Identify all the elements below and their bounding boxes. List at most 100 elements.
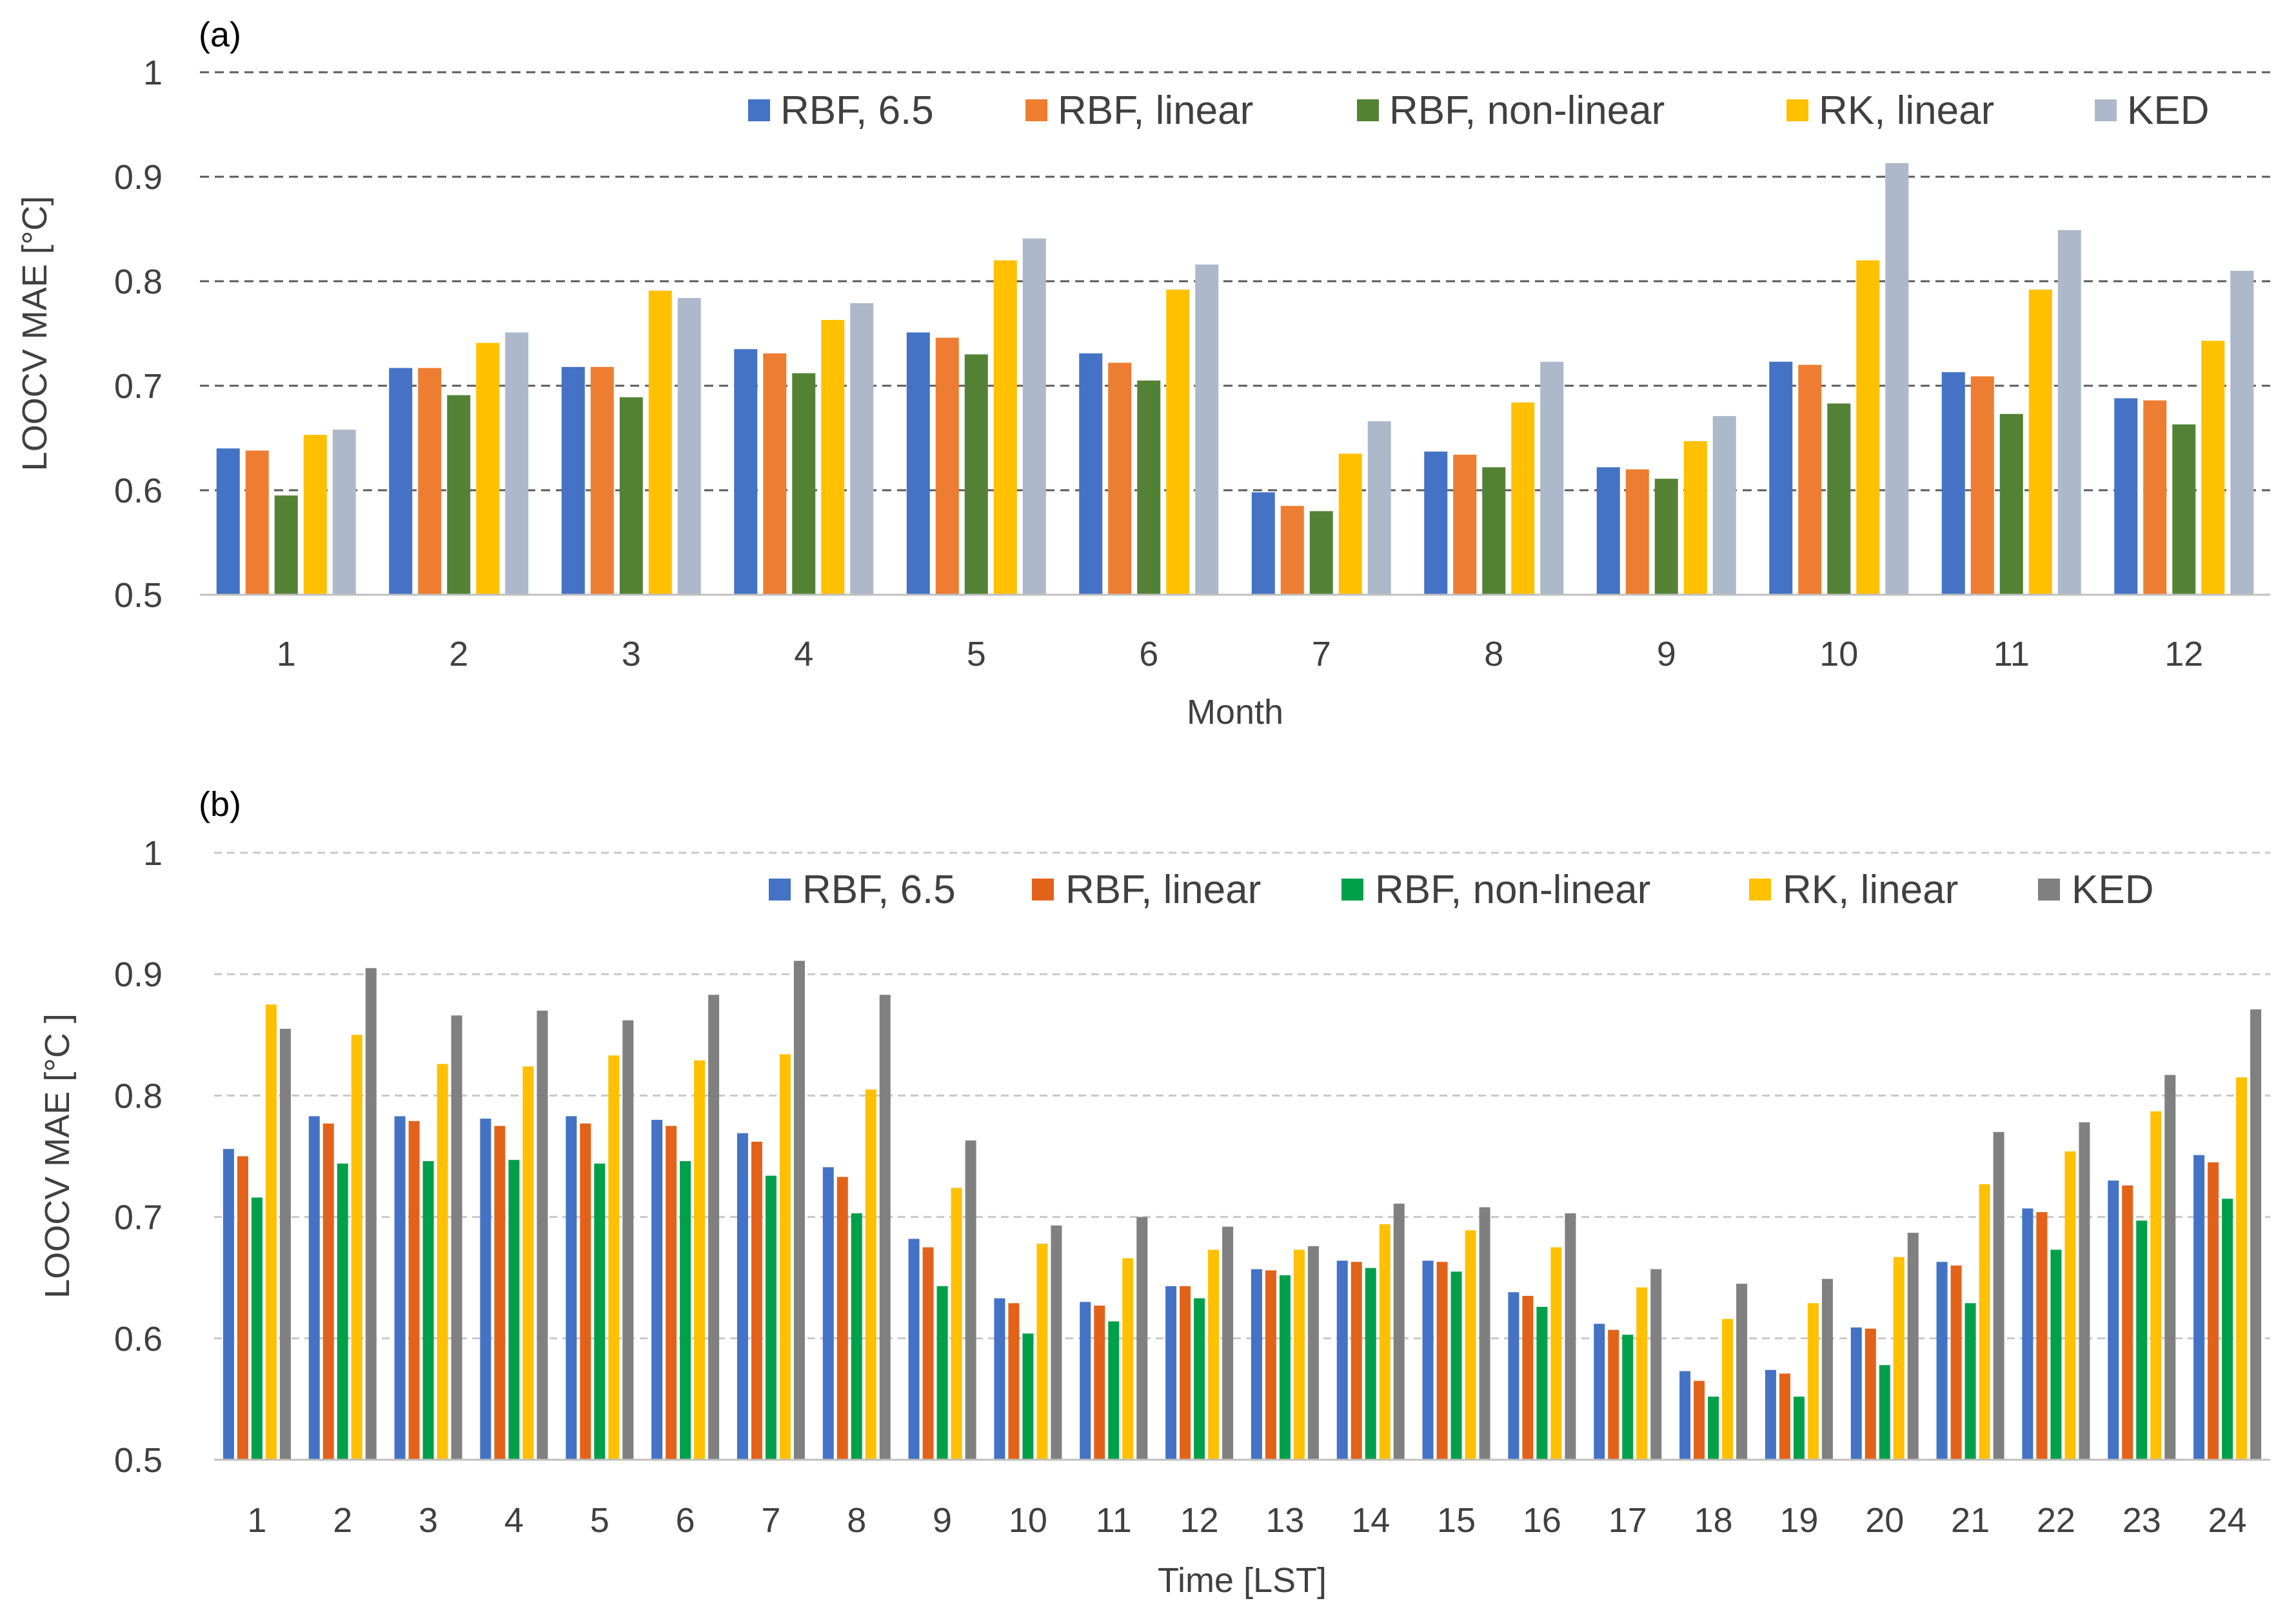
bar-series-4-cat-18 [1722, 1318, 1734, 1460]
bar-series-5-cat-10 [1885, 163, 1909, 595]
y-tick-label: 1 [143, 834, 163, 873]
x-tick-label: 10 [1009, 1501, 1047, 1540]
bar-series-1-cat-1 [223, 1149, 234, 1460]
bar-series-3-cat-1 [251, 1197, 262, 1460]
x-tick-label: 14 [1351, 1501, 1390, 1540]
bar-series-4-cat-1 [265, 1004, 277, 1460]
bar-series-1-cat-1 [216, 448, 240, 595]
bar-series-2-cat-9 [922, 1247, 934, 1460]
bar-series-1-cat-6 [1079, 353, 1103, 595]
bar-series-5-cat-10 [1051, 1225, 1062, 1460]
bar-series-3-cat-24 [2222, 1199, 2233, 1460]
bar-series-5-cat-18 [1736, 1284, 1748, 1460]
bar-series-2-cat-5 [580, 1123, 591, 1460]
bar-series-4-cat-23 [2150, 1111, 2162, 1460]
bar-series-2-cat-17 [1608, 1329, 1619, 1460]
legend-swatch-1 [769, 879, 791, 901]
bar-series-5-cat-13 [1307, 1246, 1319, 1460]
x-tick-label: 2 [449, 635, 468, 673]
bar-series-3-cat-9 [936, 1286, 948, 1460]
x-tick-label: 3 [622, 635, 641, 673]
bar-series-3-cat-23 [2136, 1220, 2148, 1460]
panel-label: (a) [199, 15, 241, 54]
bar-series-3-cat-14 [1365, 1268, 1376, 1460]
bar-series-2-cat-18 [1694, 1380, 1705, 1460]
bar-series-4-cat-9 [1683, 441, 1707, 595]
bar-series-1-cat-3 [394, 1116, 406, 1460]
bar-series-4-cat-5 [993, 260, 1017, 595]
bar-series-5-cat-19 [1821, 1279, 1833, 1460]
x-tick-label: 21 [1951, 1501, 1990, 1540]
bar-series-2-cat-5 [935, 337, 959, 595]
bar-series-5-cat-16 [1565, 1213, 1576, 1460]
bar-series-1-cat-18 [1679, 1371, 1691, 1460]
bar-series-2-cat-14 [1351, 1262, 1362, 1460]
bar-series-5-cat-4 [850, 303, 874, 595]
bar-series-2-cat-1 [245, 450, 269, 595]
bar-series-5-cat-22 [2079, 1122, 2090, 1460]
bar-series-2-cat-6 [666, 1126, 677, 1460]
bar-series-5-cat-1 [279, 1028, 291, 1460]
bar-series-5-cat-8 [1540, 361, 1564, 595]
bar-series-1-cat-10 [1769, 361, 1793, 595]
bar-series-5-cat-9 [965, 1140, 976, 1460]
bar-series-1-cat-10 [994, 1298, 1005, 1460]
x-tick-label: 1 [277, 635, 296, 673]
bar-series-5-cat-6 [708, 995, 720, 1460]
x-tick-label: 5 [967, 635, 986, 673]
y-tick-label: 0.8 [114, 1077, 163, 1115]
bar-series-4-cat-14 [1379, 1224, 1390, 1460]
bar-series-3-cat-11 [1108, 1321, 1120, 1460]
legend-swatch-4 [1786, 99, 1808, 121]
bar-series-3-cat-22 [2050, 1249, 2062, 1460]
x-tick-label: 11 [1994, 635, 2030, 673]
y-axis-title: LOOCV MAE [°C] [15, 196, 54, 472]
y-tick-label: 0.5 [114, 576, 163, 615]
bar-series-5-cat-12 [1222, 1226, 1234, 1460]
bar-series-4-cat-17 [1636, 1287, 1648, 1460]
bar-series-4-cat-6 [694, 1060, 706, 1460]
bar-series-3-cat-3 [422, 1161, 434, 1460]
bar-series-5-cat-2 [365, 968, 377, 1460]
x-tick-label: 5 [590, 1501, 609, 1540]
bar-series-5-cat-3 [451, 1015, 462, 1460]
bar-series-1-cat-3 [561, 366, 585, 595]
bar-series-5-cat-24 [2250, 1009, 2262, 1460]
bar-series-5-cat-21 [1993, 1131, 2004, 1460]
bar-series-2-cat-2 [418, 368, 442, 595]
bar-series-1-cat-17 [1594, 1324, 1605, 1460]
bar-series-4-cat-1 [303, 435, 327, 595]
bar-series-2-cat-15 [1436, 1262, 1448, 1460]
bar-series-5-cat-12 [2230, 270, 2254, 595]
bar-series-5-cat-20 [1907, 1233, 1919, 1460]
bar-series-2-cat-11 [1970, 376, 1994, 595]
bar-series-1-cat-11 [1941, 372, 1965, 595]
x-tick-label: 8 [847, 1501, 866, 1540]
bar-series-5-cat-14 [1393, 1203, 1405, 1460]
bar-series-4-cat-12 [2201, 341, 2225, 595]
legend-swatch-2 [1025, 99, 1047, 121]
y-tick-label: 0.8 [114, 263, 163, 301]
bar-series-3-cat-2 [337, 1163, 348, 1460]
y-tick-label: 1 [143, 54, 163, 92]
bar-series-2-cat-4 [763, 353, 787, 595]
bar-series-4-cat-4 [821, 319, 845, 595]
bar-series-1-cat-9 [908, 1239, 920, 1460]
legend-label-5: KED [2072, 868, 2153, 912]
x-tick-label: 9 [1657, 635, 1676, 673]
x-tick-label: 6 [676, 1501, 695, 1540]
x-tick-label: 16 [1523, 1501, 1561, 1540]
bar-series-5-cat-6 [1195, 264, 1219, 595]
y-tick-label: 0.7 [114, 367, 163, 406]
bar-series-2-cat-8 [836, 1177, 848, 1460]
bar-series-3-cat-7 [765, 1175, 777, 1460]
x-axis-title: Month [1187, 693, 1283, 731]
y-tick-label: 0.7 [114, 1199, 163, 1237]
legend-label-4: RK, linear [1783, 868, 1958, 912]
bar-series-1-cat-4 [480, 1119, 491, 1460]
bar-series-3-cat-5 [964, 354, 988, 595]
bar-series-3-cat-11 [1999, 413, 2023, 595]
bar-series-2-cat-7 [1280, 506, 1304, 595]
bar-series-3-cat-8 [851, 1213, 862, 1460]
panel-label: (b) [199, 785, 241, 824]
